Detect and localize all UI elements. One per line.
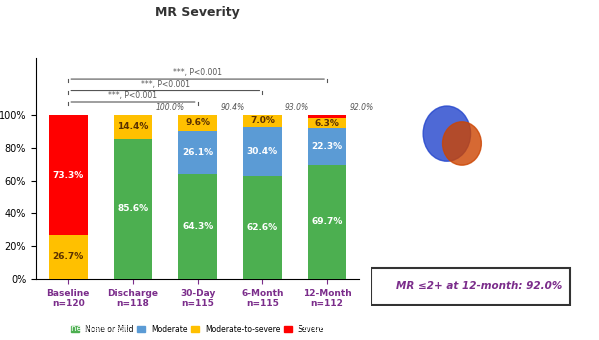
Bar (114, 115, 152, 139)
Text: 73.3%: 73.3% (53, 171, 84, 180)
Text: EAPCI: EAPCI (523, 323, 555, 333)
Bar (179, 115, 217, 131)
Text: MR ≤2+ at 12-month: 92.0%: MR ≤2+ at 12-month: 92.0% (396, 280, 562, 291)
Bar (308, 118, 346, 128)
Text: 100.0%: 100.0% (156, 103, 184, 112)
Text: PCR: PCR (437, 323, 462, 333)
Text: 7.0%: 7.0% (250, 116, 275, 125)
Ellipse shape (423, 106, 471, 161)
Bar (243, 176, 282, 279)
Bar (308, 165, 346, 279)
Legend: None or Mild, Moderate, Moderate-to-severe, Severe: None or Mild, Moderate, Moderate-to-seve… (68, 322, 327, 337)
Text: 90.4%: 90.4% (220, 103, 244, 112)
Bar (308, 128, 346, 165)
Ellipse shape (443, 122, 482, 165)
Bar (243, 115, 282, 126)
Text: 26.7%: 26.7% (53, 252, 84, 261)
Bar (179, 173, 217, 279)
Bar (243, 126, 282, 176)
Text: 2023: 2023 (21, 325, 39, 331)
Bar (308, 115, 346, 118)
Text: ***, P<0.001: ***, P<0.001 (141, 80, 190, 89)
Text: ***, P<0.001: ***, P<0.001 (173, 68, 222, 78)
Text: 22.3%: 22.3% (311, 142, 343, 151)
Text: 6.3%: 6.3% (314, 119, 340, 128)
Text: ***, P<0.001: ***, P<0.001 (108, 91, 158, 100)
Text: MR Reduction by Core Lab by Core Lab Adjudication: MR Reduction by Core Lab by Core Lab Adj… (6, 13, 451, 28)
Bar (179, 131, 217, 173)
Text: 93.0%: 93.0% (285, 103, 309, 112)
Text: 62.6%: 62.6% (247, 223, 278, 232)
FancyBboxPatch shape (371, 269, 570, 305)
Text: 9.6%: 9.6% (185, 118, 210, 128)
Bar (49, 235, 87, 279)
Text: EuroPCR.com: EuroPCR.com (297, 323, 362, 333)
Text: 14.4%: 14.4% (117, 122, 149, 131)
Text: ***Wilcoxon signed-rank test: ***Wilcoxon signed-rank test (6, 324, 128, 333)
Bar (114, 139, 152, 279)
Text: 30.4%: 30.4% (247, 147, 278, 156)
Bar (49, 115, 87, 235)
Text: 69.7%: 69.7% (311, 217, 343, 226)
Text: 92.0%: 92.0% (350, 103, 374, 112)
Text: 64.3%: 64.3% (182, 222, 213, 231)
Title: MR Severity: MR Severity (155, 6, 240, 19)
Text: 26.1%: 26.1% (182, 148, 213, 157)
Text: 85.6%: 85.6% (117, 204, 149, 213)
